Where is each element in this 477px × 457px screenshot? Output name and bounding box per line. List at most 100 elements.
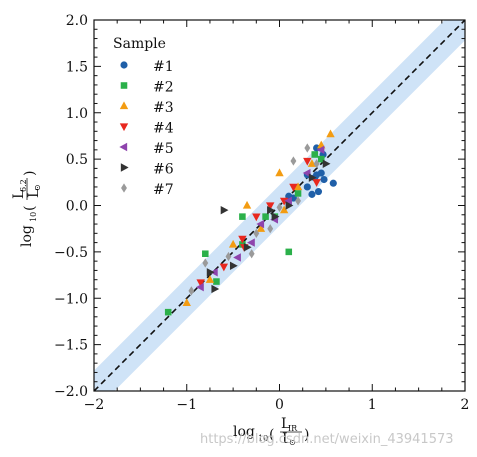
legend-item-3: #3	[119, 100, 174, 116]
series-4	[196, 157, 321, 288]
x-tick-label: −2	[84, 397, 105, 413]
axes-layer: −2 −1 0 1 2 −2.0 −1.5 −1.0 −0.5 0.0 0.5 1.0 1.5 2.0	[54, 13, 469, 413]
legend-label: #7	[153, 182, 174, 198]
data-point	[284, 196, 292, 206]
data-point	[317, 155, 325, 163]
axis-label-prefix: log	[19, 225, 35, 247]
data-point	[202, 258, 209, 268]
series-7	[188, 143, 320, 296]
watermark-text: https://blog.csdn.net/weixin_43941573	[200, 432, 454, 447]
y-tick-label: 2.0	[66, 13, 88, 29]
legend-marker	[119, 142, 128, 152]
series-5	[196, 145, 325, 292]
legend-marker	[120, 163, 129, 172]
y-tick-label: 0.5	[66, 152, 88, 168]
data-point	[303, 183, 311, 191]
data-point	[322, 159, 331, 168]
legend-item-5: #5	[119, 141, 174, 157]
data-point	[317, 169, 325, 177]
y-tick-label: −0.5	[54, 245, 88, 261]
data-point	[329, 179, 337, 187]
y-tick-label: 1.5	[66, 59, 88, 75]
data-point	[211, 284, 220, 294]
axis-label-paren-right: )	[22, 171, 38, 176]
data-point	[311, 151, 319, 158]
data-point	[243, 243, 252, 252]
axis-label-paren-right: )	[304, 427, 309, 443]
y-tick-label: −1.5	[54, 338, 88, 354]
data-point	[275, 168, 284, 177]
axis-label-num-sub: 6.2	[19, 179, 28, 192]
data-point	[238, 235, 247, 244]
legend-marker	[120, 61, 128, 69]
data-point	[253, 228, 260, 238]
data-point	[252, 213, 261, 222]
data-point	[308, 190, 316, 198]
data-point	[302, 168, 311, 178]
data-point	[285, 248, 293, 256]
series-6	[206, 159, 331, 294]
y-tick-label: −2.0	[54, 384, 88, 400]
data-point	[239, 213, 246, 220]
axis-label-num: L	[11, 190, 27, 199]
y-tick-label: −1.0	[54, 291, 88, 307]
data-point	[202, 250, 209, 258]
data-point	[233, 253, 241, 262]
data-point	[206, 268, 215, 277]
legend-marker	[119, 101, 129, 110]
data-point	[228, 239, 238, 248]
x-tick-label: −1	[176, 397, 197, 413]
data-point	[205, 275, 215, 283]
data-point	[164, 308, 172, 316]
series-3	[182, 129, 335, 307]
axis-label-prefix: log	[233, 424, 255, 440]
legend-marker	[121, 183, 127, 193]
legend-label: #1	[153, 59, 174, 75]
data-point	[220, 205, 229, 215]
data-point	[295, 196, 301, 206]
data-point	[271, 212, 280, 221]
legend-label: #5	[153, 141, 174, 157]
data-point	[262, 213, 269, 220]
data-point	[182, 298, 191, 307]
x-tick-label: 0	[275, 397, 284, 413]
x-tick-label: 1	[368, 397, 377, 413]
data-point	[188, 286, 195, 296]
legend-item-1: #1	[120, 59, 174, 75]
axis-label-prefix-sub: 10	[29, 212, 38, 222]
data-point	[279, 197, 289, 206]
data-point	[313, 159, 320, 169]
data-point	[248, 249, 255, 259]
data-point	[267, 224, 274, 234]
data-point	[247, 238, 255, 247]
data-point	[196, 282, 204, 292]
data-point	[225, 251, 232, 262]
data-point	[196, 279, 205, 288]
axis-label-num: L	[281, 416, 290, 432]
data-points-layer	[164, 129, 337, 316]
legend-item-4: #4	[119, 121, 174, 137]
legend-label: #3	[153, 100, 174, 116]
axis-label-den-sub: ⊙	[33, 184, 42, 191]
data-point	[307, 159, 317, 167]
data-point	[279, 205, 289, 214]
legend-title: Sample	[113, 36, 166, 52]
axis-label-prefix-sub: 10	[258, 434, 268, 443]
data-point	[289, 183, 298, 192]
data-point	[242, 200, 252, 209]
legend-item-6: #6	[120, 162, 174, 178]
data-point	[266, 202, 275, 211]
data-point	[267, 205, 275, 215]
data-point	[312, 179, 321, 187]
data-point	[303, 157, 312, 166]
x-tick-label: 2	[461, 397, 470, 413]
axis-label-den: L	[26, 189, 42, 198]
data-point	[219, 263, 229, 272]
legend-marker	[120, 82, 128, 89]
axis-label-den-sub: ⊙	[289, 438, 296, 447]
y-tick-label: 1.0	[66, 106, 88, 122]
